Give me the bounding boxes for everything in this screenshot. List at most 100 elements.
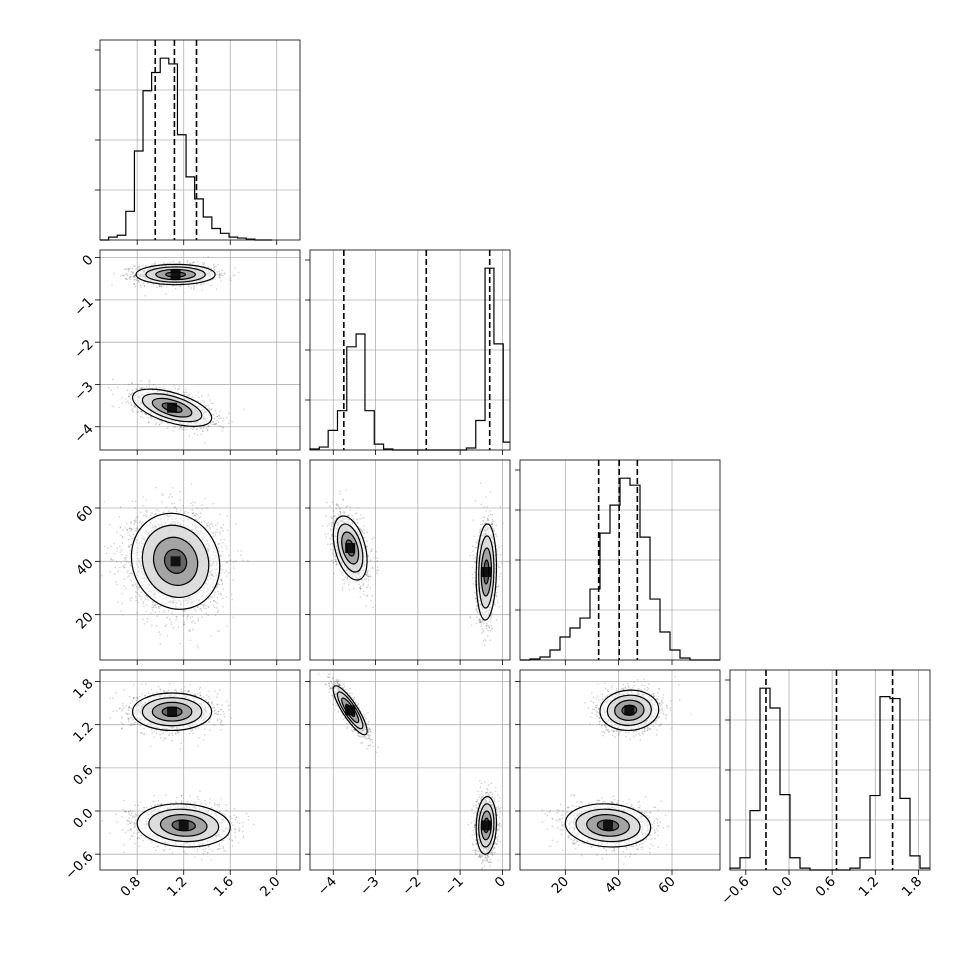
sample-point — [146, 618, 149, 620]
sample-point — [182, 623, 185, 626]
sample-point — [178, 388, 181, 390]
sample-point — [199, 512, 202, 514]
sample-point — [179, 499, 182, 501]
sample-point — [127, 400, 129, 403]
sample-point — [226, 625, 228, 628]
sample-point — [202, 427, 205, 429]
sample-point — [242, 559, 244, 561]
sample-point — [145, 264, 147, 267]
sample-point — [136, 279, 138, 282]
histogram-step — [309, 267, 510, 451]
sample-point — [143, 284, 146, 287]
sample-point — [213, 594, 216, 597]
sample-point — [155, 386, 158, 389]
sample-point — [154, 611, 157, 613]
sample-point — [173, 429, 175, 432]
sample-point — [180, 427, 182, 429]
sample-point — [95, 271, 97, 273]
sample-point — [198, 396, 200, 399]
x-tick-label: −0.6 — [718, 874, 752, 908]
sample-point — [199, 427, 202, 430]
sample-point — [161, 420, 163, 423]
sample-point — [182, 391, 185, 393]
sample-point — [130, 404, 132, 406]
sample-point — [139, 520, 141, 522]
sample-point — [206, 429, 209, 432]
sample-point — [125, 277, 128, 280]
sample-point — [134, 278, 136, 281]
sample-point — [169, 493, 172, 495]
sample-point — [189, 629, 191, 631]
sample-point — [214, 409, 217, 412]
x-tick-label: 1.2 — [856, 874, 883, 901]
sample-point — [225, 545, 227, 547]
sample-point — [136, 277, 138, 280]
contour-line — [141, 393, 203, 423]
sample-point — [220, 578, 223, 581]
sample-point — [206, 429, 209, 431]
sample-point — [216, 271, 218, 273]
sample-point — [145, 595, 148, 598]
sample-point — [123, 566, 126, 568]
sample-point — [218, 273, 221, 276]
sample-point — [128, 383, 130, 386]
sample-point — [139, 511, 142, 513]
sample-point — [213, 423, 216, 425]
sample-point — [218, 270, 221, 273]
sample-point — [210, 284, 213, 287]
sample-point — [117, 601, 119, 604]
sample-point — [129, 393, 132, 396]
sample-point — [154, 261, 156, 264]
sample-point — [130, 409, 133, 411]
sample-point — [130, 392, 133, 395]
sample-point — [132, 408, 134, 410]
sample-point — [111, 284, 113, 287]
sample-point — [151, 263, 153, 265]
sample-point — [158, 423, 161, 426]
sample-point — [140, 410, 142, 412]
histogram-step — [729, 687, 930, 871]
sample-point — [203, 441, 206, 444]
sample-point — [126, 389, 129, 392]
sample-point — [226, 416, 228, 419]
sample-point — [219, 277, 221, 279]
sample-point — [191, 396, 194, 398]
density-peak — [170, 269, 181, 280]
sample-point — [184, 610, 187, 612]
sample-point — [129, 599, 132, 602]
sample-point — [209, 409, 211, 411]
sample-point — [180, 285, 182, 288]
sample-point — [231, 421, 233, 423]
sample-point — [125, 557, 127, 559]
sample-point — [174, 387, 177, 390]
marginal-panel-3: −0.6 0.0 0.6 1.2 1.8 — [718, 669, 931, 908]
sample-point — [166, 285, 168, 288]
sample-point — [122, 274, 124, 277]
sample-point — [230, 593, 233, 596]
sample-point — [143, 387, 145, 389]
sample-point — [128, 395, 130, 398]
sample-point — [135, 516, 137, 519]
sample-point — [134, 274, 136, 277]
sample-point — [118, 406, 120, 409]
sample-point — [169, 262, 171, 264]
marginal-panel-1 — [305, 249, 511, 455]
sample-point — [193, 427, 195, 429]
sample-point — [220, 572, 222, 575]
sample-point — [183, 426, 186, 428]
sample-point — [116, 561, 118, 563]
sample-point — [194, 514, 196, 517]
sample-point — [128, 268, 131, 271]
sample-point — [140, 387, 142, 390]
sample-point — [133, 283, 136, 285]
sample-point — [178, 261, 181, 263]
sample-point — [124, 563, 126, 566]
sample-point — [155, 486, 157, 489]
sample-point — [132, 533, 135, 536]
sample-point — [231, 598, 233, 601]
sample-point — [133, 275, 136, 277]
sample-point — [179, 426, 182, 428]
sample-point — [142, 264, 144, 267]
sample-point — [229, 560, 231, 563]
sample-point — [162, 284, 165, 287]
